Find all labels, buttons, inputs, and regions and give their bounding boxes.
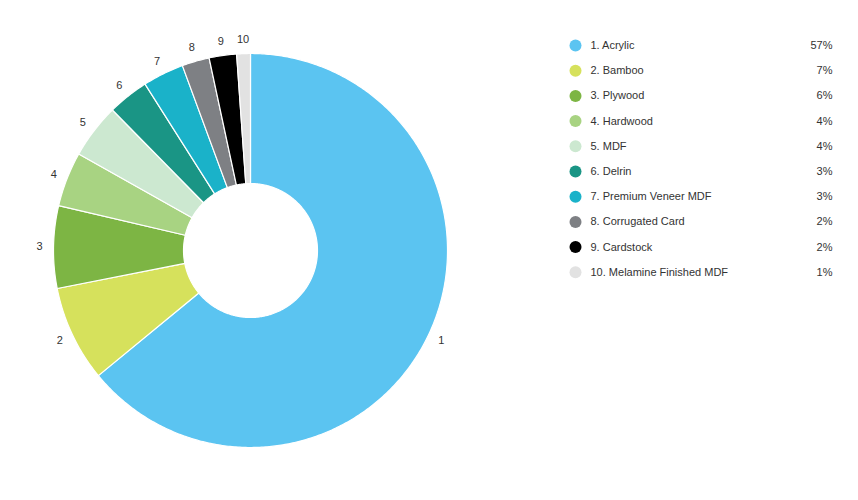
svg-text:9: 9 [218, 35, 224, 47]
svg-text:7: 7 [154, 55, 160, 67]
svg-text:3%: 3% [817, 190, 833, 202]
svg-text:3%: 3% [817, 165, 833, 177]
svg-text:6%: 6% [817, 89, 833, 101]
svg-text:4%: 4% [817, 115, 833, 127]
svg-text:1%: 1% [817, 266, 833, 278]
svg-text:1: 1 [438, 334, 444, 346]
svg-text:4: 4 [51, 168, 57, 180]
svg-text:8: 8 [189, 41, 195, 53]
svg-text:10. Melamine Finished MDF: 10. Melamine Finished MDF [591, 266, 729, 278]
svg-text:4. Hardwood: 4. Hardwood [591, 115, 653, 127]
svg-text:2: 2 [57, 334, 63, 346]
svg-text:8. Corrugated Card: 8. Corrugated Card [591, 215, 685, 227]
svg-text:9. Cardstock: 9. Cardstock [591, 241, 653, 253]
svg-text:6. Delrin: 6. Delrin [591, 165, 632, 177]
svg-text:7. Premium Veneer MDF: 7. Premium Veneer MDF [591, 190, 712, 202]
svg-text:57%: 57% [810, 39, 832, 51]
svg-text:3: 3 [36, 240, 42, 252]
svg-text:4%: 4% [817, 140, 833, 152]
svg-text:1. Acrylic: 1. Acrylic [591, 39, 636, 51]
svg-text:2%: 2% [817, 215, 833, 227]
svg-text:6: 6 [116, 79, 122, 91]
svg-text:2%: 2% [817, 241, 833, 253]
svg-text:3. Plywood: 3. Plywood [591, 89, 645, 101]
svg-text:5. MDF: 5. MDF [591, 140, 627, 152]
svg-text:5: 5 [80, 116, 86, 128]
svg-text:2. Bamboo: 2. Bamboo [591, 64, 644, 76]
svg-text:10: 10 [237, 33, 249, 45]
svg-text:7%: 7% [817, 64, 833, 76]
